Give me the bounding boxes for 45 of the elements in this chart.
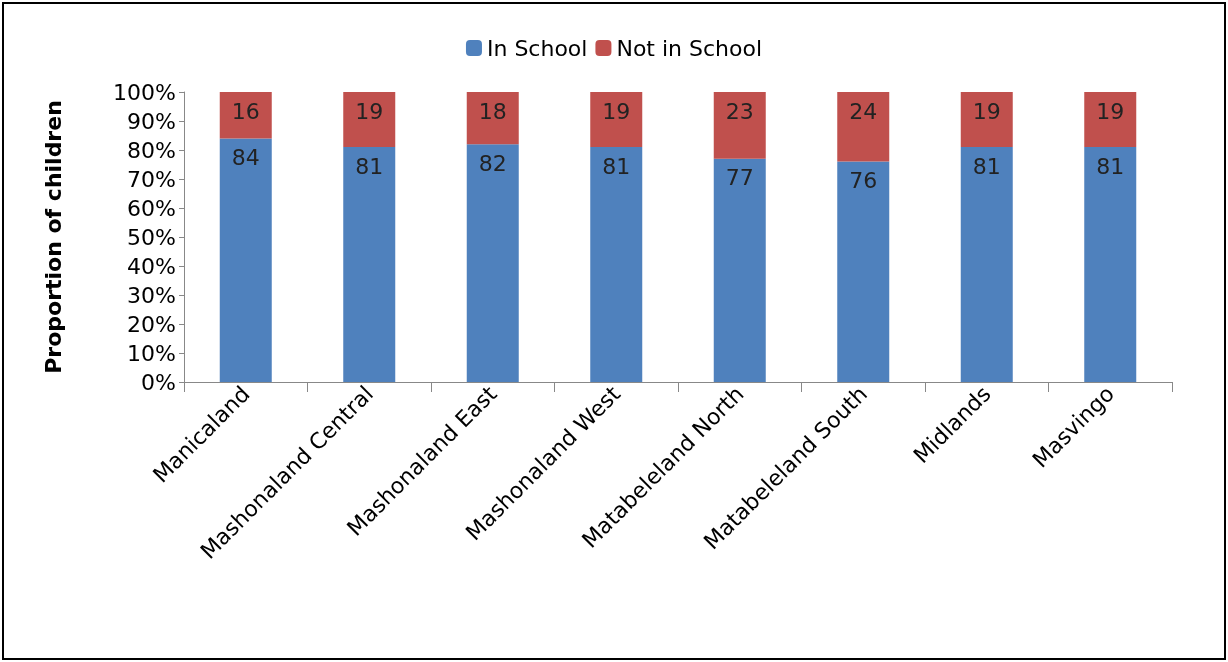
data-label: 18 [478, 98, 507, 124]
y-tick-label: 90% [127, 108, 176, 134]
y-tick-label: 80% [127, 137, 176, 163]
y-tick-label: 40% [127, 253, 176, 279]
data-label: 81 [1096, 153, 1125, 179]
legend-label: In School [486, 35, 588, 61]
y-tick-label: 100% [113, 79, 176, 105]
legend-label: Not in School [616, 35, 763, 61]
data-label: 19 [602, 98, 631, 124]
bar [960, 147, 1013, 382]
data-label: 81 [602, 153, 631, 179]
y-tick-label: 20% [127, 311, 176, 337]
data-label: 82 [478, 150, 507, 176]
data-label: 16 [231, 98, 260, 124]
data-label: 23 [725, 98, 754, 124]
y-tick-label: 70% [127, 166, 176, 192]
bar [960, 92, 1013, 148]
bar [219, 138, 272, 382]
y-tick-label: 60% [127, 195, 176, 221]
data-label: 19 [1096, 98, 1125, 124]
data-label: 24 [849, 98, 878, 124]
data-label: 84 [231, 144, 260, 170]
data-label: 81 [972, 153, 1001, 179]
y-axis-title: Proportion of children [40, 100, 66, 374]
bar [466, 144, 519, 382]
bar [1084, 92, 1137, 148]
bar [219, 92, 272, 139]
bar [466, 92, 519, 145]
bar [343, 147, 396, 382]
data-label: 19 [972, 98, 1001, 124]
data-label: 81 [355, 153, 384, 179]
bar [713, 158, 766, 382]
bar [1084, 147, 1137, 382]
bar [837, 92, 890, 162]
bar [343, 92, 396, 148]
bar [590, 92, 643, 148]
data-label: 76 [849, 168, 878, 194]
bar [837, 161, 890, 382]
y-tick-label: 10% [127, 340, 176, 366]
bar [713, 92, 766, 159]
data-label: 19 [355, 98, 384, 124]
bar [590, 147, 643, 382]
y-tick-label: 50% [127, 224, 176, 250]
y-tick-label: 30% [127, 282, 176, 308]
data-label: 77 [725, 165, 754, 191]
